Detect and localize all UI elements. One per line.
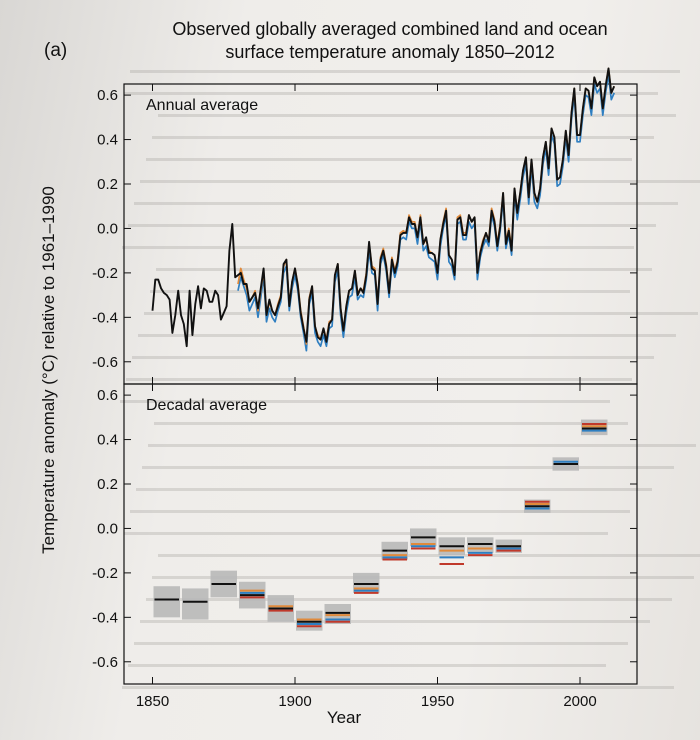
y-tick-label: -0.6 [92,354,118,371]
y-tick-label: 0.2 [97,176,118,193]
bleed-line [146,158,632,161]
bleed-line [158,554,700,557]
y-tick-label: 0.6 [97,87,118,104]
y-tick-label: 0.0 [97,220,118,237]
title-line-2: surface temperature anomaly 1850–2012 [225,42,555,62]
bleed-line [148,444,696,447]
annual-series-orange [237,67,615,345]
y-tick-label: -0.2 [92,565,118,582]
y-tick-label: 0.6 [97,387,118,404]
bleed-line [134,642,628,645]
x-tick-label: 1850 [136,693,169,710]
bleed-line [140,180,700,183]
decade-uncertainty-box [296,610,323,631]
bleed-line [134,202,678,205]
bleed-line [128,664,606,667]
title-line-1: Observed globally averaged combined land… [172,19,608,39]
bleed-line [128,224,656,227]
panel-letter: (a) [44,40,68,61]
bleed-line [122,246,634,249]
y-tick-label: 0.4 [97,132,118,149]
annual-panel-title: Annual average [146,97,258,114]
bleed-line [152,576,694,579]
bleed-line [138,334,676,337]
bleed-line [146,598,672,601]
bleed-line [142,466,674,469]
x-axis-label: Year [326,708,362,727]
decadal-panel-frame [123,383,638,685]
y-tick-label: -0.2 [92,265,118,282]
figure-title: Observed globally averaged combined land… [120,18,660,64]
bleed-line [136,488,652,491]
bleed-line [158,114,676,117]
annual-series-blue [237,74,615,352]
y-tick-label: 0.0 [97,520,118,537]
bleed-line [126,378,632,381]
x-tick-label: 2000 [563,693,596,710]
bleed-line [140,620,650,623]
bleed-line [130,70,680,73]
y-tick-label: 0.4 [97,432,118,449]
bleed-line [144,312,698,315]
bleed-line [132,356,654,359]
annual-panel-frame [123,83,638,385]
bleed-line [154,422,628,425]
y-tick-label: 0.2 [97,476,118,493]
bleed-line [156,268,652,271]
decade-uncertainty-box [467,537,494,553]
decade-uncertainty-box [153,586,180,618]
bleed-line [120,400,610,403]
bleed-line [124,532,608,535]
decade-uncertainty-box [581,419,608,436]
x-tick-label: 1900 [278,693,311,710]
y-tick-label: -0.4 [92,609,118,626]
x-tick-label: 1950 [421,693,454,710]
bleed-line [152,136,654,139]
y-tick-label: -0.6 [92,654,118,671]
annual-series-black [151,67,616,348]
decade-uncertainty-box [182,588,209,620]
decadal-panel-title: Decadal average [146,397,267,414]
bleed-line [130,510,630,513]
bleed-line [124,92,658,95]
bleed-line [122,686,674,689]
y-tick-label: -0.4 [92,309,118,326]
